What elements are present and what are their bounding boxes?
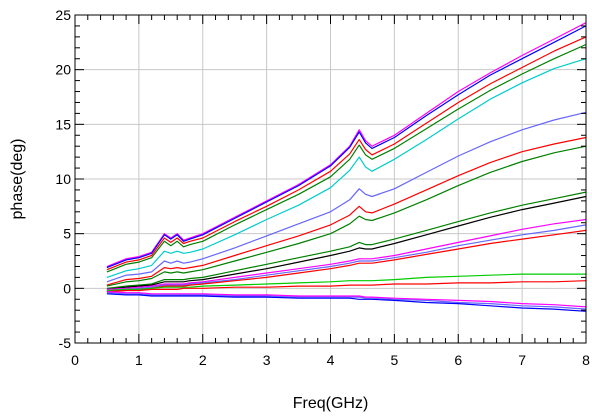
y-axis-title: phase(deg)	[9, 139, 26, 220]
series-line-16	[106, 292, 587, 310]
series-line-18	[106, 291, 587, 308]
series-line-13	[106, 229, 587, 293]
y-tick-label: 5	[63, 226, 71, 242]
y-tick-label: 25	[55, 7, 71, 23]
series-line-12	[106, 224, 587, 292]
series-line-11	[106, 218, 587, 290]
x-tick-label: 5	[390, 352, 398, 368]
y-tick-label: 20	[55, 62, 71, 78]
x-tick-label: 2	[199, 352, 207, 368]
series-line-1	[106, 22, 587, 268]
x-tick-label: 6	[454, 352, 462, 368]
x-tick-label: 3	[263, 352, 271, 368]
series-line-15	[106, 280, 587, 293]
series-line-17	[106, 293, 587, 312]
series-layer	[106, 22, 587, 312]
y-tick-label: 0	[63, 280, 71, 296]
series-line-5	[106, 58, 587, 278]
x-tick-label: 8	[582, 352, 590, 368]
x-tick-label: 7	[518, 352, 526, 368]
series-line-3	[106, 36, 587, 271]
series-line-14	[106, 273, 586, 292]
series-line-4	[106, 43, 587, 273]
x-tick-label: 1	[135, 352, 143, 368]
x-tick-label: 0	[71, 352, 79, 368]
y-tick-label: 10	[55, 171, 71, 187]
x-axis-title: Freq(GHz)	[293, 395, 369, 412]
axis-ticks	[74, 14, 587, 344]
grid	[74, 14, 587, 344]
y-tick-label: -5	[59, 335, 72, 351]
series-line-2	[106, 25, 587, 269]
series-line-8	[106, 145, 587, 287]
series-line-6	[106, 111, 587, 283]
y-tick-label: 15	[55, 116, 71, 132]
series-line-10	[106, 195, 587, 290]
series-line-9	[106, 191, 587, 289]
x-tick-label: 4	[327, 352, 335, 368]
series-line-7	[106, 136, 587, 286]
